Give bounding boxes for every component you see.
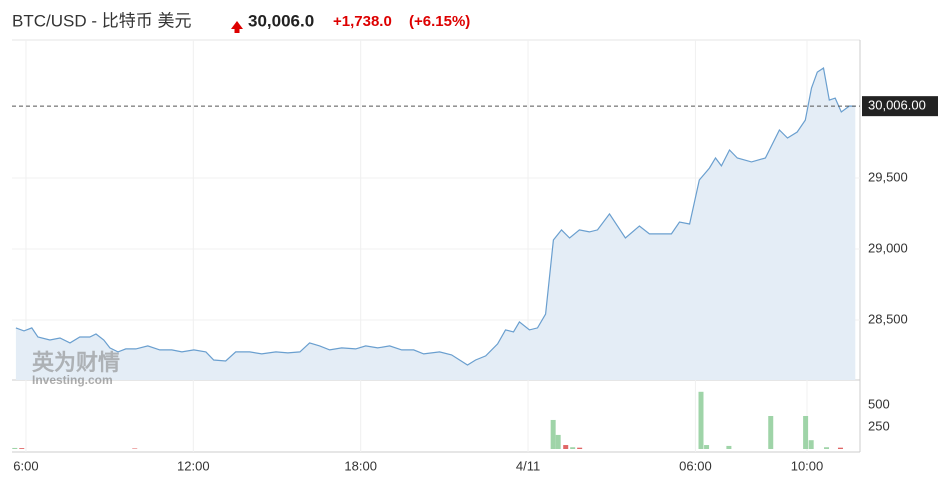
volume-bar xyxy=(12,447,18,449)
x-tick-label: 4/11 xyxy=(516,458,540,473)
y-tick-label: 28,500 xyxy=(868,311,908,326)
volume-bar xyxy=(824,447,830,449)
y-tick-label: 29,000 xyxy=(868,240,908,255)
volume-bar xyxy=(837,447,843,449)
current-price-box xyxy=(862,96,938,117)
volume-bar xyxy=(19,448,25,449)
x-tick-label: 10:00 xyxy=(791,458,824,473)
x-tick-label: 06:00 xyxy=(679,458,712,473)
watermark-en: Investing.com xyxy=(32,373,113,387)
title: BTC/USD - 比特币 美元 xyxy=(12,11,191,30)
volume-bar xyxy=(808,440,814,449)
area-fill xyxy=(15,68,856,380)
price: 30,006.0 xyxy=(248,11,314,30)
volume-tick-label: 250 xyxy=(868,418,890,433)
volume-bar xyxy=(555,434,561,449)
volume-tick-label: 500 xyxy=(868,396,890,411)
x-tick-label: 6:00 xyxy=(13,458,38,473)
volume-bar xyxy=(698,391,704,449)
volume-bar xyxy=(768,415,774,449)
volume-bar xyxy=(570,447,576,449)
volume-bar xyxy=(550,419,556,449)
volume-bar xyxy=(577,447,583,449)
price-line xyxy=(15,66,856,366)
x-tick-label: 18:00 xyxy=(344,458,377,473)
x-tick-label: 12:00 xyxy=(177,458,210,473)
volume-bar xyxy=(704,445,710,449)
change: +1,738.0 xyxy=(333,13,392,30)
volume-bar xyxy=(563,445,569,449)
current-price-label: 30,006.00 xyxy=(868,98,926,113)
up-arrow xyxy=(231,21,243,33)
volume-bar xyxy=(726,445,732,449)
watermark-cn: 英为财情 xyxy=(32,350,120,375)
y-tick-label: 29,500 xyxy=(868,169,908,184)
change-pct: (+6.15%) xyxy=(409,13,470,30)
volume-bar xyxy=(803,415,809,449)
volume-bar xyxy=(132,448,138,449)
